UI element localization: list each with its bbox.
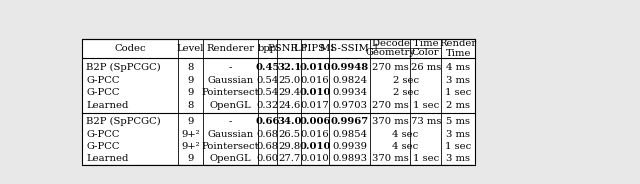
Text: 2 sec: 2 sec <box>392 76 419 85</box>
Text: 0.9934: 0.9934 <box>332 88 367 97</box>
Text: bpp: bpp <box>258 44 277 53</box>
Text: G-PCC: G-PCC <box>86 88 120 97</box>
Text: 26.5: 26.5 <box>278 130 300 139</box>
Text: 29.4: 29.4 <box>278 88 300 97</box>
Text: 0.016: 0.016 <box>301 130 330 139</box>
Text: 9: 9 <box>188 154 194 163</box>
Text: G-PCC: G-PCC <box>86 76 120 85</box>
Text: 0.45: 0.45 <box>255 63 280 72</box>
Text: 5 ms: 5 ms <box>446 117 470 126</box>
Text: 0.9948: 0.9948 <box>331 63 369 72</box>
Text: 32.1: 32.1 <box>277 63 301 72</box>
Text: G-PCC: G-PCC <box>86 142 120 151</box>
Text: 0.68: 0.68 <box>257 142 278 151</box>
Text: Learned: Learned <box>86 154 129 163</box>
Text: 0.60: 0.60 <box>257 154 278 163</box>
Text: 1 sec: 1 sec <box>413 154 439 163</box>
Text: 8: 8 <box>188 63 194 72</box>
Text: 0.9967: 0.9967 <box>331 117 369 126</box>
Text: 4 sec: 4 sec <box>392 142 419 151</box>
Text: Learned: Learned <box>86 101 129 110</box>
Text: 1 sec: 1 sec <box>445 142 471 151</box>
Text: -: - <box>228 63 232 72</box>
Text: B2P (SpPCGC): B2P (SpPCGC) <box>86 117 161 126</box>
Text: 26 ms: 26 ms <box>411 63 441 72</box>
Text: 0.68: 0.68 <box>257 130 278 139</box>
Text: 270 ms: 270 ms <box>372 101 408 110</box>
Text: 0.54: 0.54 <box>256 88 278 97</box>
Text: Codec: Codec <box>115 44 146 53</box>
Text: Level: Level <box>177 44 204 53</box>
Text: 0.9703: 0.9703 <box>332 101 367 110</box>
Text: 0.010: 0.010 <box>300 63 331 72</box>
Text: OpenGL: OpenGL <box>209 101 251 110</box>
Text: 3 ms: 3 ms <box>446 154 470 163</box>
Text: Pointersect: Pointersect <box>202 142 259 151</box>
Text: Geometry: Geometry <box>365 48 415 57</box>
Text: 0.54: 0.54 <box>256 76 278 85</box>
Text: 3 ms: 3 ms <box>446 76 470 85</box>
Text: PSNR ↑: PSNR ↑ <box>268 44 310 53</box>
Text: Render
Time: Render Time <box>440 39 477 58</box>
Text: 9: 9 <box>188 88 194 97</box>
Text: LPIPS ↓: LPIPS ↓ <box>294 44 337 53</box>
Text: OpenGL: OpenGL <box>209 154 251 163</box>
Text: 3 ms: 3 ms <box>446 130 470 139</box>
Text: G-PCC: G-PCC <box>86 130 120 139</box>
Text: 73 ms: 73 ms <box>410 117 441 126</box>
Text: 0.010: 0.010 <box>300 88 331 97</box>
Text: 4 sec: 4 sec <box>392 130 419 139</box>
Text: 0.9824: 0.9824 <box>332 76 367 85</box>
Text: 25.0: 25.0 <box>278 76 300 85</box>
Text: 9: 9 <box>188 76 194 85</box>
Text: 4 ms: 4 ms <box>446 63 470 72</box>
Text: 29.8: 29.8 <box>278 142 300 151</box>
Text: -: - <box>228 117 232 126</box>
Bar <box>83 39 476 165</box>
Text: 0.9854: 0.9854 <box>332 130 367 139</box>
Text: 2 ms: 2 ms <box>446 101 470 110</box>
Text: 370 ms: 370 ms <box>372 154 408 163</box>
Text: 0.017: 0.017 <box>301 101 330 110</box>
Text: 1 sec: 1 sec <box>413 101 439 110</box>
Text: 8: 8 <box>188 101 194 110</box>
Text: Color: Color <box>412 48 440 57</box>
Text: 0.9893: 0.9893 <box>332 154 367 163</box>
Text: 9+²: 9+² <box>181 130 200 139</box>
Text: Decode Time: Decode Time <box>372 39 439 48</box>
Text: Pointersect: Pointersect <box>202 88 259 97</box>
Text: 0.9939: 0.9939 <box>332 142 367 151</box>
Text: 24.6: 24.6 <box>278 101 300 110</box>
Text: 0.016: 0.016 <box>301 76 330 85</box>
Text: Gaussian: Gaussian <box>207 130 253 139</box>
Text: 9: 9 <box>188 117 194 126</box>
Text: 0.006: 0.006 <box>300 117 331 126</box>
Text: MS-SSIM ↑: MS-SSIM ↑ <box>320 44 380 53</box>
Text: 370 ms: 370 ms <box>372 117 408 126</box>
Text: 27.7: 27.7 <box>278 154 300 163</box>
Text: 270 ms: 270 ms <box>372 63 408 72</box>
Text: 0.32: 0.32 <box>257 101 278 110</box>
Text: 0.010: 0.010 <box>301 154 330 163</box>
Text: 9+²: 9+² <box>181 142 200 151</box>
Text: 1 sec: 1 sec <box>445 88 471 97</box>
Text: 34.0: 34.0 <box>277 117 301 126</box>
Text: 0.010: 0.010 <box>300 142 331 151</box>
Text: Gaussian: Gaussian <box>207 76 253 85</box>
Text: 2 sec: 2 sec <box>392 88 419 97</box>
Text: 0.66: 0.66 <box>255 117 280 126</box>
Text: Renderer: Renderer <box>206 44 254 53</box>
Text: B2P (SpPCGC): B2P (SpPCGC) <box>86 63 161 72</box>
